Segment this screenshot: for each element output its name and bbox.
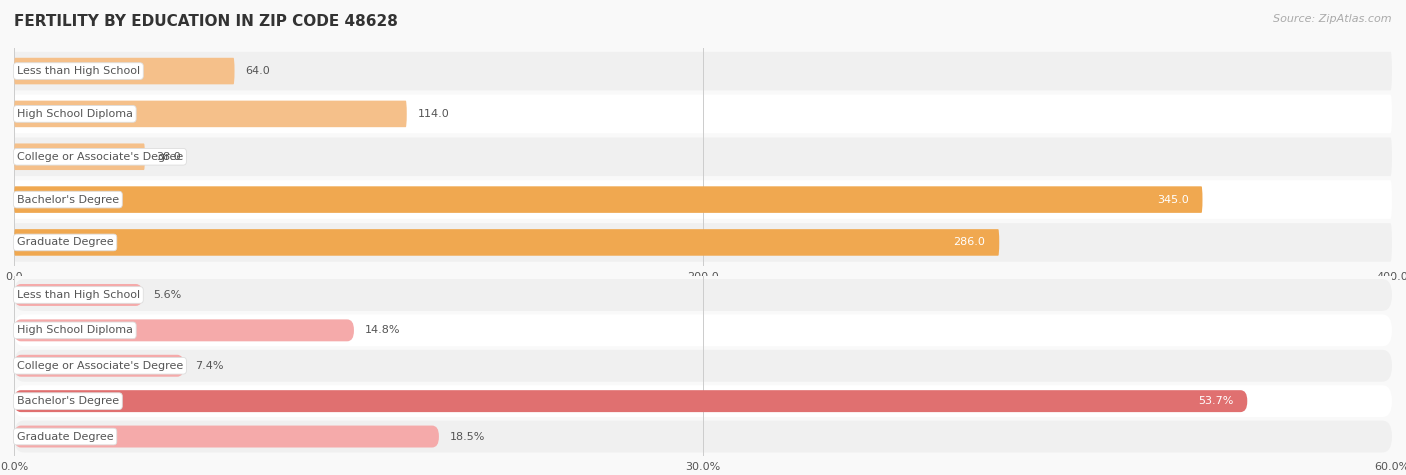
FancyBboxPatch shape [14, 95, 1392, 133]
FancyBboxPatch shape [14, 426, 439, 447]
FancyBboxPatch shape [14, 319, 354, 342]
FancyBboxPatch shape [14, 229, 1000, 256]
Text: Source: ZipAtlas.com: Source: ZipAtlas.com [1274, 14, 1392, 24]
FancyBboxPatch shape [14, 223, 1392, 262]
Text: Less than High School: Less than High School [17, 290, 141, 300]
Text: 114.0: 114.0 [418, 109, 450, 119]
Text: 38.0: 38.0 [156, 152, 181, 162]
FancyBboxPatch shape [14, 143, 145, 170]
Text: High School Diploma: High School Diploma [17, 325, 132, 335]
Text: 7.4%: 7.4% [195, 361, 224, 371]
FancyBboxPatch shape [14, 355, 184, 377]
Text: 14.8%: 14.8% [366, 325, 401, 335]
Text: Graduate Degree: Graduate Degree [17, 431, 114, 442]
Text: 53.7%: 53.7% [1198, 396, 1233, 406]
FancyBboxPatch shape [14, 420, 1392, 453]
Text: 18.5%: 18.5% [450, 431, 485, 442]
FancyBboxPatch shape [14, 390, 1247, 412]
Text: High School Diploma: High School Diploma [17, 109, 132, 119]
FancyBboxPatch shape [14, 101, 406, 127]
Text: 345.0: 345.0 [1157, 195, 1188, 205]
Text: 5.6%: 5.6% [153, 290, 181, 300]
Text: Bachelor's Degree: Bachelor's Degree [17, 195, 120, 205]
Text: 286.0: 286.0 [953, 238, 986, 247]
FancyBboxPatch shape [14, 137, 1392, 176]
Text: College or Associate's Degree: College or Associate's Degree [17, 361, 183, 371]
Text: College or Associate's Degree: College or Associate's Degree [17, 152, 183, 162]
Text: Graduate Degree: Graduate Degree [17, 238, 114, 247]
FancyBboxPatch shape [14, 52, 1392, 90]
Text: Less than High School: Less than High School [17, 66, 141, 76]
FancyBboxPatch shape [14, 279, 1392, 311]
FancyBboxPatch shape [14, 284, 142, 306]
FancyBboxPatch shape [14, 180, 1392, 219]
FancyBboxPatch shape [14, 385, 1392, 417]
Text: 64.0: 64.0 [246, 66, 270, 76]
Text: Bachelor's Degree: Bachelor's Degree [17, 396, 120, 406]
FancyBboxPatch shape [14, 186, 1202, 213]
FancyBboxPatch shape [14, 314, 1392, 346]
FancyBboxPatch shape [14, 58, 235, 85]
Text: FERTILITY BY EDUCATION IN ZIP CODE 48628: FERTILITY BY EDUCATION IN ZIP CODE 48628 [14, 14, 398, 29]
FancyBboxPatch shape [14, 350, 1392, 382]
